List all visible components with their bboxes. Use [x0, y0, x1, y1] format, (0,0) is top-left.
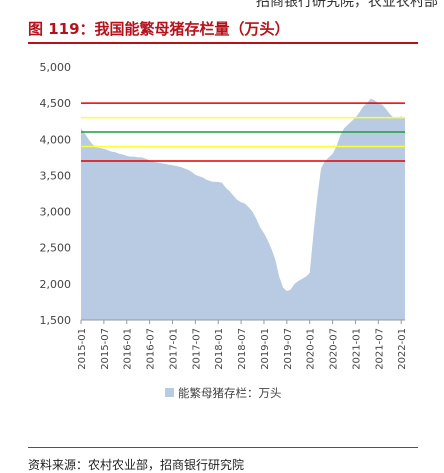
- x-tick-label: 2022-01: [397, 328, 408, 370]
- x-tick-label: 2018-07: [237, 328, 248, 370]
- chart-area: 1,500 2,000 2,500 3,000 3,500 4,000 4,500 5,000…: [40, 61, 409, 400]
- figure-title: 图 119：我国能繁母猪存栏量（万头）: [28, 20, 290, 38]
- x-tick-label: 2015-07: [100, 328, 111, 370]
- y-tick-label: 3,500: [40, 169, 72, 182]
- legend-label: 能繁母猪存栏：万头: [178, 386, 282, 400]
- x-tick-label: 2019-01: [260, 328, 271, 370]
- y-tick-label: 1,500: [40, 314, 72, 327]
- x-tick-label: 2017-07: [191, 328, 202, 370]
- x-tick-label: 2019-07: [283, 328, 294, 370]
- y-tick-label: 2,000: [40, 278, 72, 291]
- x-tick-label: 2016-07: [146, 328, 157, 370]
- y-tick-label: 4,000: [40, 133, 72, 146]
- y-tick-label: 5,000: [40, 61, 72, 74]
- x-tick-label: 2020-07: [329, 328, 340, 370]
- source-note: 资料来源：农村农业部，招商银行研究院: [28, 458, 245, 472]
- y-tick-label: 3,000: [40, 206, 72, 219]
- title-underline: [28, 42, 418, 44]
- x-tick-label: 2018-01: [214, 328, 225, 370]
- x-tick-label: 2017-01: [168, 328, 179, 370]
- y-tick-label: 4,500: [40, 97, 72, 110]
- x-tick-label: 2021-01: [351, 328, 362, 370]
- source-divider: [28, 447, 418, 448]
- y-tick-label: 2,500: [40, 242, 72, 255]
- x-tick-label: 2016-01: [123, 328, 134, 370]
- x-tick-label: 2020-01: [306, 328, 317, 370]
- legend-swatch: [165, 388, 174, 397]
- x-tick-label: 2021-07: [374, 328, 385, 370]
- x-tick-label: 2015-01: [77, 328, 88, 370]
- cropped-header-text: 招商银行研究院，农业农村部: [0, 0, 444, 10]
- cropped-header-label: 招商银行研究院，农业农村部: [256, 0, 438, 10]
- series-area-sow-inventory: [81, 98, 405, 320]
